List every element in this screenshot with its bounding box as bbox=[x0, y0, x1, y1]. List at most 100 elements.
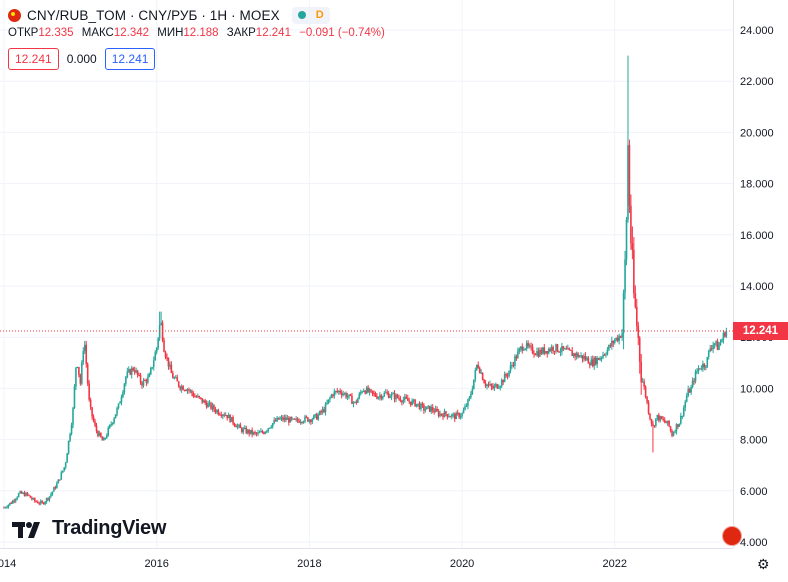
candle-body bbox=[305, 416, 308, 418]
candle-body bbox=[182, 386, 184, 391]
candle-body bbox=[530, 345, 532, 347]
candle-body bbox=[188, 389, 190, 391]
candle-body bbox=[150, 368, 152, 375]
candle-body bbox=[324, 404, 327, 413]
candle-body bbox=[536, 351, 538, 355]
candle-body bbox=[242, 428, 245, 433]
candle-body bbox=[34, 498, 36, 502]
candle-body bbox=[342, 393, 344, 396]
candle-body bbox=[371, 390, 374, 393]
status-badge[interactable]: D bbox=[291, 6, 330, 24]
candle-body bbox=[718, 344, 720, 350]
price-axis[interactable]: 4.0006.0008.00010.00012.00014.00016.0001… bbox=[733, 0, 788, 549]
candle-body bbox=[402, 399, 405, 403]
candle-body bbox=[418, 403, 421, 410]
candle-body bbox=[381, 396, 384, 399]
candle-body bbox=[615, 337, 618, 340]
candle-body bbox=[376, 396, 378, 399]
candle-body bbox=[327, 399, 330, 403]
candle-body bbox=[73, 386, 76, 409]
symbol-title[interactable]: CNY/RUB_TOM · CNY/РУБ · 1Н · MOEX bbox=[27, 7, 280, 23]
quote-boxes: 12.241 0.000 12.241 bbox=[8, 48, 390, 70]
candle-body bbox=[352, 402, 355, 404]
candle-body bbox=[681, 415, 684, 417]
candle-body bbox=[528, 345, 531, 347]
candle-body bbox=[515, 356, 518, 359]
candle-body bbox=[227, 414, 230, 419]
candle-body bbox=[404, 396, 406, 400]
settings-gear-icon[interactable]: ⚙ bbox=[757, 556, 770, 572]
x-tick-label: 2018 bbox=[297, 558, 321, 570]
candle-body bbox=[680, 415, 682, 424]
candle-body bbox=[700, 368, 703, 370]
candle-body bbox=[276, 417, 278, 422]
candle-body bbox=[578, 356, 581, 358]
candle-body bbox=[379, 395, 381, 398]
candle-body bbox=[465, 405, 468, 407]
candle-body bbox=[285, 417, 287, 420]
candle-body bbox=[155, 347, 158, 353]
y-tick-label: 8.000 bbox=[740, 435, 768, 447]
candle-body bbox=[511, 364, 513, 366]
candle-body bbox=[522, 349, 525, 351]
candlestick-chart[interactable] bbox=[0, 0, 733, 548]
buy-price-box[interactable]: 12.241 bbox=[104, 48, 156, 70]
y-tick-label: 24.000 bbox=[740, 25, 774, 37]
candle-body bbox=[546, 351, 549, 354]
candle-body bbox=[553, 350, 556, 352]
y-tick-label: 20.000 bbox=[740, 127, 774, 139]
candle-body bbox=[136, 370, 139, 375]
candle-body bbox=[395, 394, 397, 400]
candle-body bbox=[697, 368, 700, 372]
candle-body bbox=[23, 492, 26, 497]
candle-body bbox=[260, 431, 262, 433]
candle-body bbox=[13, 500, 16, 502]
candle-body bbox=[514, 356, 516, 366]
candle-body bbox=[393, 393, 396, 400]
candle-body bbox=[484, 383, 487, 387]
candle-body bbox=[445, 411, 447, 415]
candle-body bbox=[177, 381, 180, 387]
candle-body bbox=[235, 425, 237, 428]
candle-body bbox=[586, 357, 588, 360]
ohlc-values: ОТКР12.335 МАКС12.342 МИН12.188 ЗАКР12.2… bbox=[8, 27, 390, 43]
chart-plot-area[interactable] bbox=[0, 0, 733, 548]
candle-body bbox=[116, 408, 118, 415]
candle-body bbox=[524, 348, 527, 350]
candle-body bbox=[646, 396, 648, 403]
candle-body bbox=[609, 345, 612, 347]
candle-body bbox=[201, 398, 204, 403]
candle-body bbox=[320, 411, 322, 413]
candle-body bbox=[160, 322, 162, 326]
last-price-label: 12.241 bbox=[733, 322, 788, 341]
candle-body bbox=[448, 416, 450, 418]
candle-body bbox=[575, 353, 578, 357]
candle-body bbox=[458, 413, 460, 418]
candle-body bbox=[88, 383, 90, 400]
sell-price-box[interactable]: 12.241 bbox=[8, 48, 59, 70]
candle-body bbox=[28, 494, 30, 496]
candle-body bbox=[684, 401, 687, 408]
time-axis[interactable]: 2014 2016 2018 2020 2022 bbox=[0, 548, 733, 577]
candle-body bbox=[521, 346, 524, 351]
candle-body bbox=[534, 354, 537, 356]
candle-body bbox=[323, 409, 325, 413]
candle-body bbox=[22, 492, 24, 494]
candle-body bbox=[440, 413, 443, 415]
candle-body bbox=[251, 429, 253, 435]
candle-body bbox=[89, 399, 92, 408]
candle-body bbox=[343, 393, 346, 395]
candle-body bbox=[459, 416, 462, 418]
candle-body bbox=[464, 406, 466, 410]
candle-body bbox=[368, 389, 371, 393]
candle-body bbox=[286, 418, 289, 420]
tradingview-logo[interactable]: TradingView bbox=[12, 517, 166, 540]
candle-body bbox=[113, 418, 115, 423]
candle-body bbox=[596, 357, 598, 365]
candle-body bbox=[496, 384, 499, 389]
candle-body bbox=[489, 384, 491, 386]
candle-body bbox=[295, 418, 297, 420]
candle-body bbox=[359, 392, 362, 394]
x-tick-label: 2022 bbox=[603, 558, 627, 570]
china-flag-icon-small[interactable] bbox=[722, 526, 742, 546]
